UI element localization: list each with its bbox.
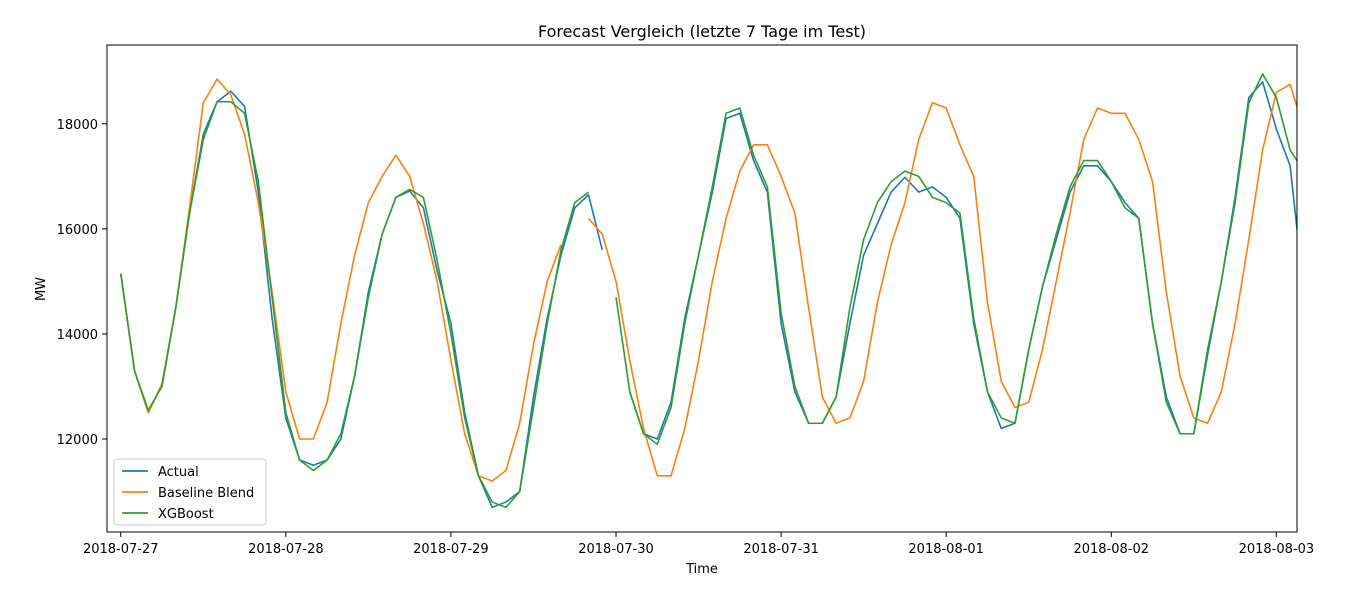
x-tick-label: 2018-07-28 [248, 542, 324, 557]
plot-lines [119, 73, 1297, 509]
series-line-2 [119, 73, 1297, 509]
x-tick-label: 2018-07-31 [743, 542, 819, 557]
x-tick-label: 2018-07-27 [83, 542, 159, 557]
y-tick-label: 18000 [57, 118, 98, 133]
x-axis: 2018-07-27 2018-07-28 2018-07-29 2018-07-30… [83, 532, 1314, 557]
x-tick-label: 2018-08-03 [1239, 542, 1315, 557]
chart-title: Forecast Vergleich (letzte 7 Tage im Tes… [538, 22, 866, 41]
legend: Actual Baseline Blend XGBoost [113, 458, 267, 526]
series-line-1 [119, 78, 1297, 482]
x-tick-label: 2018-08-01 [908, 542, 984, 557]
x-axis-label: Time [685, 562, 718, 577]
series-line-0 [119, 80, 1297, 509]
y-tick-label: 16000 [57, 223, 98, 238]
legend-box [113, 458, 267, 526]
y-tick-label: 14000 [57, 328, 98, 343]
legend-label: XGBoost [158, 507, 214, 522]
y-tick-label: 12000 [57, 433, 98, 448]
x-tick-label: 2018-08-02 [1073, 542, 1149, 557]
y-axis: 12000 14000 16000 18000 [57, 118, 107, 448]
plot-frame [106, 44, 1298, 533]
x-tick-label: 2018-07-30 [578, 542, 654, 557]
legend-label: Baseline Blend [158, 486, 254, 501]
legend-label: Actual [158, 465, 199, 480]
x-tick-label: 2018-07-29 [413, 542, 489, 557]
y-axis-label: MW [34, 277, 49, 301]
